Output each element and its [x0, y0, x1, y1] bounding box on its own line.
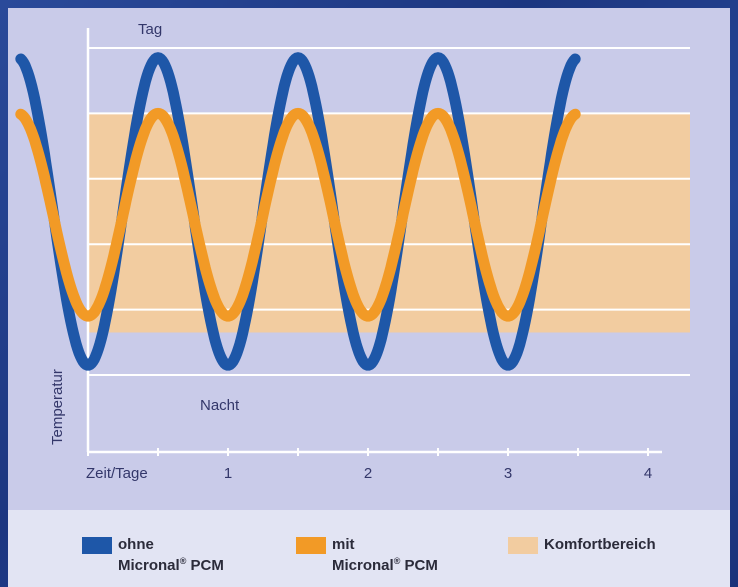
x-tick-label: 3	[504, 465, 512, 482]
legend-label-mit-line1: mit	[332, 536, 355, 553]
legend-item-komfort: Komfortbereich	[508, 536, 656, 554]
legend-label-ohne-line2: Micronal	[118, 557, 180, 574]
x-tick-marks	[87, 448, 649, 456]
legend: ohne Micronal® PCM mit Micronal® PCM Komfo…	[8, 510, 730, 587]
legend-label-mit-line2: Micronal	[332, 557, 394, 574]
legend-label-komfort: Komfortbereich	[544, 536, 656, 553]
legend-label-ohne: ohne Micronal® PCM	[118, 536, 224, 574]
x-tick-labels: 1 2 3 4	[224, 465, 652, 482]
legend-registered-mark: ®	[393, 556, 401, 566]
y-axis-label: Temperatur	[49, 369, 66, 445]
x-tick-label: 1	[224, 465, 232, 482]
x-axis-label: Zeit/Tage	[86, 465, 148, 482]
legend-swatch-ohne	[82, 537, 112, 554]
annotation-nacht: Nacht	[200, 397, 240, 414]
legend-registered-mark: ®	[179, 556, 187, 566]
series-line-mit-pcm	[15, 107, 581, 322]
x-tick-label: 2	[364, 465, 372, 482]
legend-label-ohne-suffix: PCM	[186, 557, 224, 574]
legend-item-ohne: ohne Micronal® PCM	[82, 536, 224, 574]
legend-swatch-mit	[296, 537, 326, 554]
legend-item-mit: mit Micronal® PCM	[296, 536, 438, 574]
legend-swatch-komfort	[508, 537, 538, 554]
legend-label-ohne-line1: ohne	[118, 536, 154, 553]
legend-label-mit-suffix: PCM	[400, 557, 438, 574]
grid-lines	[88, 47, 690, 376]
legend-label-mit: mit Micronal® PCM	[332, 536, 438, 574]
annotation-tag: Tag	[138, 21, 162, 38]
x-tick-label: 4	[644, 465, 652, 482]
